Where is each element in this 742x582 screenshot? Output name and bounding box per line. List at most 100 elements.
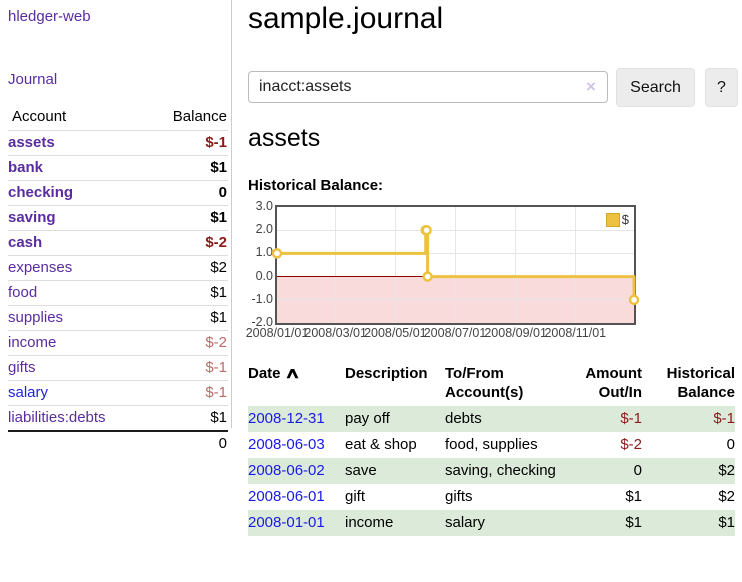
account-row: gifts $-1 — [8, 355, 228, 381]
data-point-marker — [271, 248, 283, 259]
series-layer — [271, 224, 640, 306]
account-row: income $-2 — [8, 330, 228, 356]
search-input[interactable] — [248, 71, 608, 103]
balance-chart: $ 2008/01/01 2008/03/01 2008/05/01 2008/07/… — [246, 199, 742, 348]
transaction-date-link[interactable]: 2008-12-31 — [248, 410, 325, 427]
transaction-description: eat & shop — [345, 436, 417, 453]
account-balance: 0 — [144, 180, 228, 206]
account-link-saving[interactable]: saving — [8, 209, 56, 226]
account-row: salary $-1 — [8, 380, 228, 406]
account-row: food $1 — [8, 280, 228, 306]
transaction-balance: $2 — [718, 488, 735, 505]
transaction-description: save — [345, 462, 377, 479]
transaction-row: 2008-06-02 save saving, checking 0 $2 — [248, 458, 735, 484]
account-link-gifts[interactable]: gifts — [8, 359, 36, 376]
clear-search-icon[interactable]: × — [586, 77, 596, 96]
transaction-date-link[interactable]: 2008-06-01 — [248, 488, 325, 505]
account-balance: $-1 — [144, 380, 228, 406]
transaction-description: gift — [345, 488, 366, 505]
account-heading: assets — [248, 124, 321, 152]
account-link-supplies[interactable]: supplies — [8, 309, 64, 326]
chart-plot-area: $ — [271, 205, 640, 325]
accounts-header-account: Account — [12, 108, 67, 125]
account-link-checking[interactable]: checking — [8, 184, 74, 201]
sort-ascending-icon: ∧ — [283, 365, 301, 382]
account-balance: $1 — [144, 205, 228, 231]
column-header-description: Description — [345, 365, 428, 382]
account-balance: $1 — [144, 280, 228, 306]
transaction-date-link[interactable]: 2008-01-01 — [248, 514, 325, 531]
gridline-horizontal — [277, 299, 634, 301]
x-axis-tick-label: 2008/05/01 — [364, 326, 427, 340]
transaction-balance: $1 — [718, 514, 735, 531]
accounts-total-row: 0 — [8, 430, 228, 456]
account-link-expenses[interactable]: expenses — [8, 259, 73, 276]
y-axis-tick-label: 1.0 — [255, 245, 273, 260]
account-row: cash $-2 — [8, 230, 228, 256]
data-point-marker — [628, 294, 640, 306]
account-row: saving $1 — [8, 205, 228, 231]
chart-title: Historical Balance: — [248, 177, 384, 194]
y-axis-tick-label: 3.0 — [255, 199, 273, 213]
transaction-amount: $-1 — [620, 410, 642, 427]
column-header-date[interactable]: Date ∧ — [248, 365, 301, 382]
account-balance: $-1 — [144, 355, 228, 381]
accounts-header-balance: Balance — [172, 108, 227, 125]
account-row: liabilities:debts $1 — [8, 405, 228, 431]
accounts-total-value: 0 — [144, 430, 228, 456]
account-link-food[interactable]: food — [8, 284, 38, 301]
account-link-income[interactable]: income — [8, 334, 57, 351]
data-point-marker — [422, 271, 433, 282]
y-axis-tick-label: 2.0 — [255, 222, 273, 237]
x-axis-tick-label: 2008/07/01 — [423, 326, 487, 340]
account-row: checking 0 — [8, 180, 228, 206]
account-row: supplies $1 — [8, 305, 228, 331]
data-point-marker — [421, 224, 432, 236]
x-axis-tick-label: 2008/09/01 — [484, 326, 547, 340]
transaction-description: income — [345, 514, 394, 531]
column-header-amount: Amount Out/In — [585, 365, 642, 401]
transaction-date-link[interactable]: 2008-06-03 — [248, 436, 325, 453]
account-balance: $-2 — [144, 230, 228, 256]
transaction-row: 2008-01-01 income salary $1 $1 — [248, 510, 735, 536]
account-link-cash[interactable]: cash — [8, 234, 43, 251]
transaction-balance: 0 — [726, 436, 735, 453]
account-link-liabilities-debts[interactable]: liabilities:debts — [8, 409, 106, 426]
transaction-accounts: debts — [445, 410, 482, 427]
accounts-table: Account Balance assets $-1 bank $1 checking 0… — [8, 104, 228, 456]
y-axis-tick-label: 0.0 — [255, 268, 273, 283]
gridline-vertical — [515, 207, 517, 323]
gridline-horizontal — [277, 252, 634, 254]
account-row: expenses $2 — [8, 255, 228, 281]
x-axis-tick-label: 2008/01/01 — [245, 326, 309, 340]
account-row: bank $1 — [8, 155, 228, 181]
search-button[interactable]: Search — [616, 68, 695, 107]
help-button[interactable]: ? — [705, 68, 738, 107]
account-link-bank[interactable]: bank — [8, 159, 44, 176]
transaction-accounts: salary — [445, 514, 486, 531]
account-balance: $2 — [144, 255, 228, 281]
app-title-link[interactable]: hledger-web — [8, 8, 91, 25]
column-header-accounts: To/From Account(s) — [445, 365, 524, 401]
transaction-row: 2008-12-31 pay off debts $-1 $-1 — [248, 406, 735, 432]
transaction-row: 2008-06-01 gift gifts $1 $2 — [248, 484, 735, 510]
transaction-row: 2008-06-03 eat & shop food, supplies $-2 0 — [248, 432, 735, 458]
account-row: assets $-1 — [8, 130, 228, 156]
x-axis-tick-label: 2008/03/01 — [304, 326, 367, 340]
chart-legend: $ — [603, 211, 631, 228]
account-link-salary[interactable]: salary — [8, 384, 49, 401]
legend-swatch-icon — [605, 212, 620, 227]
gridline-vertical — [574, 207, 576, 323]
transaction-amount: $1 — [625, 514, 642, 531]
transaction-date-link[interactable]: 2008-06-02 — [248, 462, 325, 479]
page-title: sample.journal — [248, 2, 444, 35]
y-axis-tick-label: -2.0 — [251, 315, 273, 329]
y-axis-tick-label: -1.0 — [251, 291, 273, 306]
transaction-description: pay off — [345, 410, 390, 427]
account-balance: $1 — [144, 305, 228, 331]
account-balance: $-1 — [144, 130, 228, 156]
account-link-assets[interactable]: assets — [8, 134, 55, 151]
nav-journal-link[interactable]: Journal — [8, 71, 58, 88]
account-balance: $-2 — [144, 330, 228, 356]
account-balance: $1 — [144, 155, 228, 181]
